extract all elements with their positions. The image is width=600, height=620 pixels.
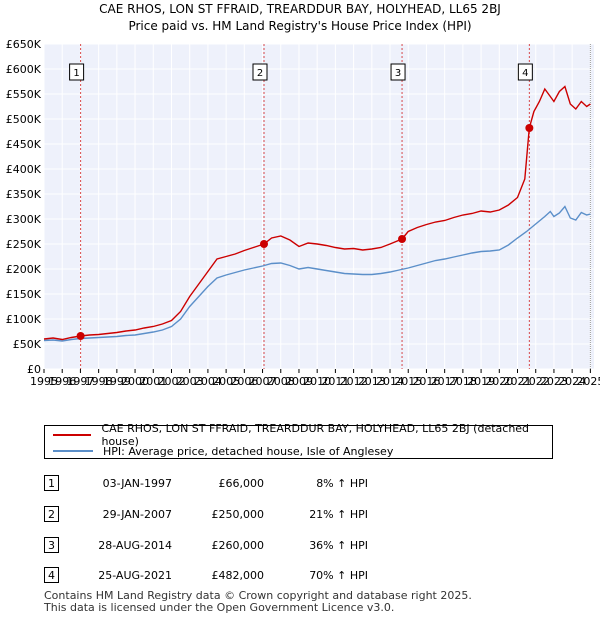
y-tick-label: £300K	[6, 213, 42, 226]
sale-label: 3	[395, 68, 401, 79]
x-tick-label: 2007	[249, 375, 277, 388]
table-row: 2 29-JAN-2007 £250,000 21% ↑ HPI	[44, 505, 464, 525]
x-tick-label: 2016	[412, 375, 440, 388]
transaction-hpi: 36% ↑ HPI	[309, 539, 368, 552]
y-tick-label: £450K	[6, 138, 42, 151]
sale-point	[260, 240, 268, 248]
x-tick-label: 2003	[176, 375, 204, 388]
transaction-date: 03-JAN-1997	[102, 477, 172, 490]
sale-points	[76, 124, 534, 340]
y-tick-label: £150K	[6, 288, 42, 301]
sale-label-box	[390, 63, 406, 81]
table-row: 1 03-JAN-1997 £66,000 8% ↑ HPI	[44, 474, 464, 494]
x-tick-label: 2021	[504, 375, 532, 388]
plot-area	[44, 44, 594, 369]
x-tick-label: 2001	[139, 375, 167, 388]
y-tick-label: £50K	[13, 338, 42, 351]
transaction-number: 1	[44, 475, 59, 491]
y-tick-label: £250K	[6, 238, 42, 251]
transaction-number: 2	[44, 506, 59, 522]
y-tick-label: £100K	[6, 313, 42, 326]
y-tick-label: £550K	[6, 88, 42, 101]
table-row: 3 28-AUG-2014 £260,000 36% ↑ HPI	[44, 536, 464, 556]
x-tick-label: 1998	[85, 375, 113, 388]
x-tick-label: 2008	[267, 375, 295, 388]
legend-property-label: CAE RHOS, LON ST FFRAID, TREARDDUR BAY, …	[101, 422, 530, 448]
x-tick-label: 2011	[321, 375, 349, 388]
x-tick-label: 2009	[285, 375, 313, 388]
x-tick-label: 2019	[467, 375, 495, 388]
x-tick-label: 2005	[212, 375, 240, 388]
x-tick-label: 2018	[449, 375, 477, 388]
x-tick-label: 1996	[48, 375, 76, 388]
chart-subtitle: Price paid vs. HM Land Registry's House …	[128, 19, 471, 33]
grid	[43, 43, 594, 370]
x-tick-label: 2000	[121, 375, 149, 388]
x-tick-label: 2013	[358, 375, 386, 388]
sale-label-box	[517, 63, 533, 81]
y-tick-label: £200K	[6, 263, 42, 276]
legend-hpi: HPI: Average price, detached house, Isle…	[53, 443, 393, 459]
sale-label: 4	[522, 68, 528, 79]
x-tick-label: 2017	[431, 375, 459, 388]
series-lines	[43, 85, 591, 342]
footer: Contains HM Land Registry data © Crown c…	[44, 590, 472, 614]
footer-license: This data is licensed under the Open Gov…	[44, 601, 395, 614]
transaction-hpi: 21% ↑ HPI	[309, 508, 368, 521]
transaction-date: 25-AUG-2021	[98, 569, 172, 582]
x-tick-label: 2004	[194, 375, 222, 388]
x-tick-label: 1995	[30, 375, 58, 388]
transaction-number: 4	[44, 567, 59, 583]
sale-label-box	[252, 63, 268, 81]
x-tick-label: 1999	[103, 375, 131, 388]
x-tick-label: 2023	[540, 375, 568, 388]
transaction-price: £260,000	[211, 539, 265, 552]
transaction-hpi: 8% ↑ HPI	[316, 477, 368, 490]
x-tick-label: 2025	[576, 375, 600, 388]
price-chart: CAE RHOS, LON ST FFRAID, TREARDDUR BAY, …	[6, 2, 600, 388]
legend-property: CAE RHOS, LON ST FFRAID, TREARDDUR BAY, …	[53, 422, 552, 448]
y-tick-label: £600K	[6, 63, 42, 76]
table-row: 4 25-AUG-2021 £482,000 70% ↑ HPI	[44, 566, 464, 586]
x-tick-label: 2020	[485, 375, 513, 388]
sale-point	[398, 235, 407, 243]
legend: CAE RHOS, LON ST FFRAID, TREARDDUR BAY, …	[44, 422, 553, 459]
x-tick-label: 2012	[340, 375, 368, 388]
x-tick-label: 2022	[522, 375, 550, 388]
transaction-date: 28-AUG-2014	[98, 539, 172, 552]
x-tick-label: 2014	[376, 375, 404, 388]
x-tick-label: 1997	[66, 375, 94, 388]
x-tick-label: 2010	[303, 375, 331, 388]
property-price-line	[43, 85, 591, 341]
y-tick-label: £0	[27, 363, 41, 376]
sale-label-box	[69, 63, 85, 81]
transaction-price: £482,000	[211, 569, 265, 582]
legend-hpi-label: HPI: Average price, detached house, Isle…	[103, 444, 394, 458]
transaction-date: 29-JAN-2007	[102, 508, 172, 521]
chart-title: CAE RHOS, LON ST FFRAID, TREARDDUR BAY, …	[99, 2, 501, 16]
sale-label: 1	[73, 68, 79, 79]
sale-point	[525, 124, 534, 132]
x-tick-label: 2006	[230, 375, 258, 388]
y-axis: £0 £50K £100K £150K £200K £250K £300K £350K £400…	[6, 38, 42, 376]
y-tick-label: £350K	[6, 188, 42, 201]
footer-copyright: Contains HM Land Registry data © Crown c…	[44, 589, 472, 602]
legend-property-swatch	[53, 434, 92, 436]
transaction-number: 3	[44, 537, 59, 553]
transaction-price: £250,000	[211, 508, 265, 521]
x-axis: 1995199619971998199920002001200220032004…	[30, 369, 600, 388]
transaction-hpi: 70% ↑ HPI	[309, 569, 368, 582]
x-tick-label: 2015	[394, 375, 422, 388]
sale-markers: 1 2 3 4	[69, 44, 591, 369]
hpi-line	[43, 205, 591, 342]
legend-hpi-swatch	[53, 450, 93, 452]
sale-label: 2	[257, 68, 263, 79]
y-tick-label: £500K	[6, 113, 42, 126]
y-tick-label: £650K	[6, 38, 42, 51]
x-tick-label: 2002	[157, 375, 185, 388]
transaction-price: £66,000	[218, 477, 265, 490]
y-tick-label: £400K	[6, 163, 42, 176]
sale-point	[76, 332, 85, 340]
x-tick-label: 2024	[558, 375, 586, 388]
